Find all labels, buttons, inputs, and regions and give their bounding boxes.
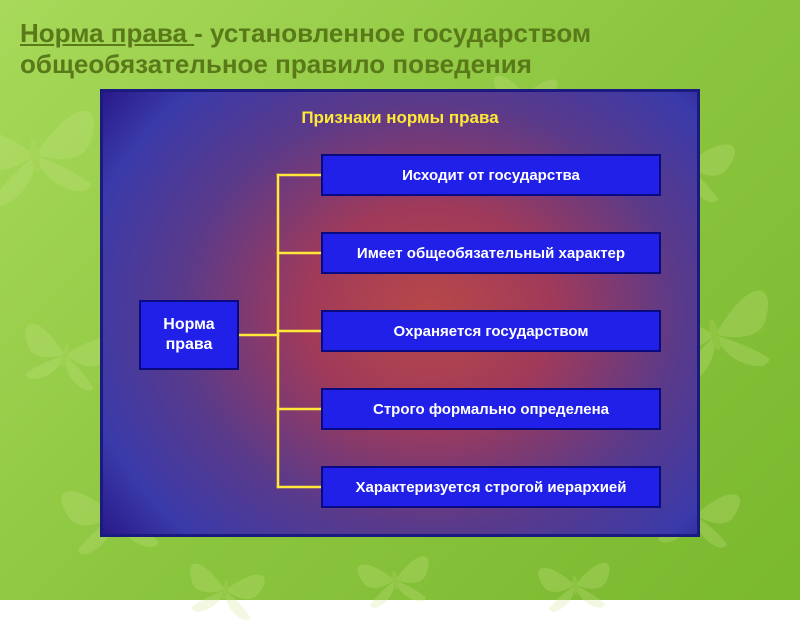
slide-content: Норма права - установленное государством… [0, 0, 800, 549]
definition-text: Норма права - установленное государством… [20, 18, 780, 79]
butterfly-icon [351, 543, 440, 617]
feature-node: Имеет общеобязательный характер [321, 232, 661, 274]
diagram-body: Норма права Исходит от государства Имеет … [103, 142, 697, 534]
definition-term: Норма права [20, 18, 194, 48]
panel-title: Признаки нормы права [103, 92, 697, 128]
butterfly-icon [177, 550, 273, 630]
butterfly-icon [532, 550, 618, 620]
feature-node: Охраняется государством [321, 310, 661, 352]
feature-node: Строго формально определена [321, 388, 661, 430]
root-node: Норма права [139, 300, 239, 370]
diagram-panel: Признаки нормы права Норма права Исходит… [100, 89, 700, 537]
root-node-label: Норма права [141, 315, 237, 355]
feature-node: Исходит от государства [321, 154, 661, 196]
feature-node: Характеризуется строгой иерархией [321, 466, 661, 508]
